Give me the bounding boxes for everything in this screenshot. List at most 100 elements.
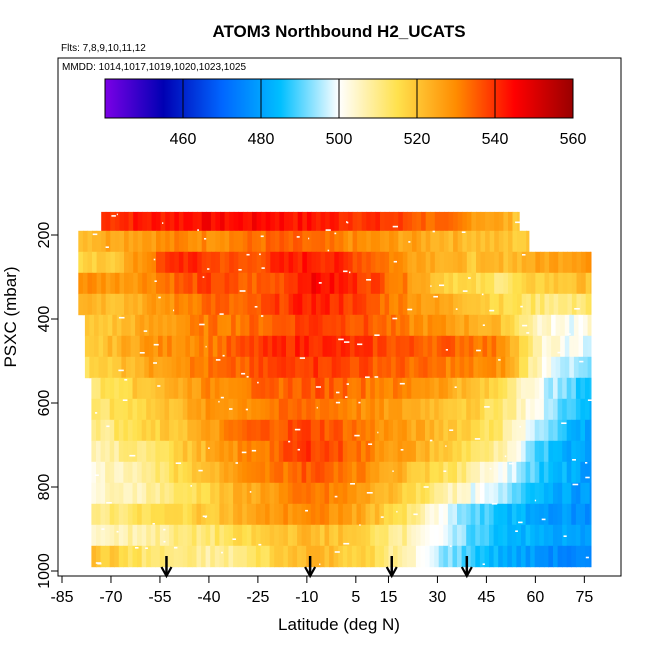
heatmap-cell [523,335,529,358]
heatmap-cell [96,293,102,316]
heatmap-cell [571,251,578,274]
heatmap-cell [270,293,276,316]
heatmap-cell [178,272,185,295]
heatmap-cell [100,524,106,547]
heatmap-cell [283,377,289,400]
heatmap-cell [237,440,243,463]
heatmap-cell [567,251,573,274]
heatmap-cell [468,356,474,379]
heatmap-cell [507,524,513,547]
heatmap-cell [178,377,184,400]
heatmap-cell [479,524,486,547]
heatmap-cell [466,524,472,547]
heatmap-cell [468,335,474,358]
sample-dot [175,462,182,464]
heatmap-cell [329,482,335,505]
heatmap-cell [242,251,249,274]
heatmap-cell [535,293,541,316]
heatmap-cell [389,251,395,274]
heatmap-cell [187,419,193,442]
x-tick-label: -25 [246,589,269,606]
heatmap-cell [173,377,179,400]
heatmap-cell [336,314,342,337]
sample-dot [249,491,252,493]
heatmap-cell [347,524,353,547]
heatmap-cell [191,461,198,484]
heatmap-cell [132,545,138,568]
heatmap-cell [455,314,461,337]
heatmap-cell [126,356,132,379]
heatmap-cell [178,482,184,505]
heatmap-cell [377,356,383,379]
heatmap-cell [110,293,116,316]
heatmap-cell [530,251,536,274]
heatmap-cell [487,314,493,337]
heatmap-cell [214,503,220,526]
heatmap-cell [109,377,115,400]
heatmap-cell [511,545,518,568]
heatmap-cell [507,440,513,463]
heatmap-cell [430,251,436,274]
heatmap-cell [562,503,568,526]
heatmap-cell [246,440,252,463]
heatmap-cell [92,251,98,274]
heatmap-cell [375,211,381,234]
sample-dot [259,253,261,256]
heatmap-cell [444,211,450,234]
heatmap-cell [402,482,408,505]
heatmap-cell [461,398,467,421]
heatmap-cell [393,524,399,547]
heatmap-cell [224,293,230,316]
heatmap-cell [391,314,397,337]
heatmap-cell [148,356,154,379]
heatmap-cell [180,335,186,358]
heatmap-cell [421,272,427,295]
heatmap-cell [135,356,141,379]
heatmap-cell [508,211,514,234]
heatmap-cell [151,293,157,316]
heatmap-cell [91,377,97,400]
heatmap-cell [503,251,509,274]
heatmap-cell [293,211,299,234]
heatmap-cell [352,293,358,316]
heatmap-cell [566,482,572,505]
heatmap-cell [402,272,408,295]
heatmap-cell [173,524,179,547]
heatmap-cell [372,356,378,379]
heatmap-cell [349,335,356,358]
heatmap-cell [532,356,538,379]
heatmap-cell [159,461,166,484]
heatmap-cell [228,461,234,484]
heatmap-cell [263,314,269,337]
heatmap-cell [379,503,385,526]
heatmap-cell [135,314,141,337]
colorbar-tick-label: 540 [482,131,509,148]
heatmap-cell [500,314,506,337]
heatmap-cell [187,440,193,463]
heatmap-cell [233,482,239,505]
heatmap-cell [557,482,563,505]
heatmap-cell [295,335,301,358]
heatmap-cell [420,545,426,568]
heatmap-cell [142,293,148,316]
heatmap-cell [137,482,143,505]
heatmap-cell [105,503,111,526]
heatmap-cell [132,398,138,421]
heatmap-cell [286,314,292,337]
heatmap-cell [585,377,591,400]
heatmap-cell [237,482,243,505]
heatmap-cell [244,356,250,379]
heatmap-cell [406,503,412,526]
heatmap-cell [507,398,513,421]
heatmap-cell [351,440,358,463]
heatmap-cell [87,251,93,274]
heatmap-cell [470,440,476,463]
heatmap-cell [377,335,383,358]
heatmap-cell [103,335,109,358]
heatmap-cell [265,482,271,505]
sample-dot [572,483,579,486]
heatmap-cell [283,524,289,547]
heatmap-cell [84,335,91,358]
sample-dot [443,470,447,472]
heatmap-cell [420,419,426,442]
